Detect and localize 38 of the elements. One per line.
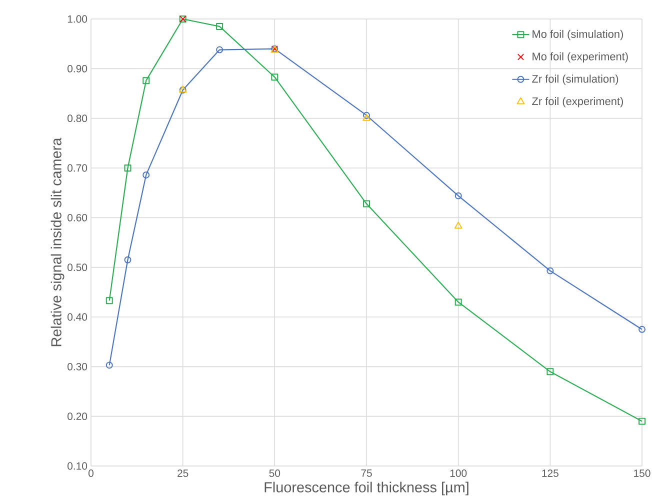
point <box>638 418 646 425</box>
x-tick-label: 0 <box>88 470 94 477</box>
point <box>271 74 278 81</box>
x-tick-label: 25 <box>178 470 188 477</box>
point <box>124 256 132 264</box>
y-tick-label: 0.40 <box>68 313 88 321</box>
point <box>454 192 462 200</box>
y-tick-label: 1.00 <box>68 15 88 23</box>
legend-label: Mo foil (experiment) <box>532 52 628 62</box>
point <box>216 22 224 30</box>
y-tick-label: 0.90 <box>68 64 88 72</box>
point <box>546 368 554 376</box>
point <box>546 267 554 274</box>
y-tick-label: 0.80 <box>68 114 88 122</box>
legend-label: Mo foil (simulation) <box>532 30 623 40</box>
y-tick-label: 0.30 <box>68 362 88 370</box>
x-tick-label: 100 <box>450 470 467 477</box>
x-tick-label: 125 <box>542 470 558 477</box>
y-tick-label: 0.60 <box>68 214 88 222</box>
point <box>454 222 462 229</box>
y-axis-title: Relative signal inside slit camera <box>50 138 64 346</box>
y-tick-label: 0.20 <box>68 412 88 420</box>
point <box>454 298 462 306</box>
point <box>106 297 113 304</box>
point <box>142 77 150 84</box>
x-axis-title: Fluorescence foil thickness [µm] <box>264 482 468 496</box>
x-tick-label: 150 <box>634 470 650 477</box>
x-tick-label: 75 <box>361 470 372 477</box>
point <box>216 46 224 54</box>
y-tick-label: 0.50 <box>68 264 88 272</box>
y-tick-label: 0.70 <box>68 164 88 172</box>
legend-label: Zr foil (simulation) <box>532 74 618 85</box>
legend-label: Zr foil (experiment) <box>532 97 623 108</box>
x-tick-label: 50 <box>269 470 280 477</box>
point <box>363 200 370 208</box>
y-tick-label: 0.10 <box>68 462 88 470</box>
point <box>124 164 132 172</box>
point <box>142 171 150 178</box>
